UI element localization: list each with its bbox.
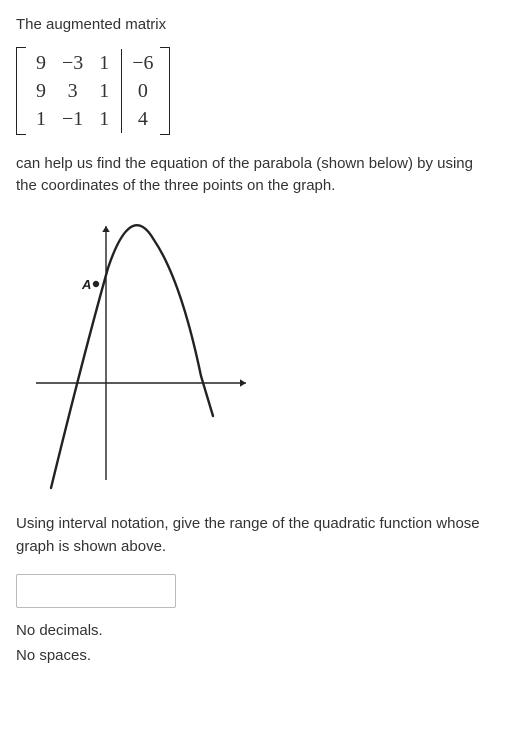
matrix-col-aug: −6 0 4 (121, 49, 159, 133)
matrix-cell: 0 (134, 77, 152, 105)
matrix-cell: 1 (95, 105, 113, 133)
matrix-cell: 1 (32, 105, 50, 133)
augmented-matrix: 9 9 1 −3 3 −1 1 1 1 −6 0 4 (16, 47, 170, 135)
answer-input[interactable] (16, 574, 176, 608)
matrix-cell: 3 (64, 77, 82, 105)
description-paragraph: can help us find the equation of the par… (16, 153, 497, 198)
graph-svg: A (16, 208, 256, 498)
graph-background (16, 208, 256, 498)
hint-no-decimals: No decimals. (16, 620, 497, 643)
matrix-right-bracket (160, 47, 170, 135)
point-a-label: A (81, 277, 91, 292)
matrix-cell: 1 (95, 77, 113, 105)
matrix-col-2: −3 3 −1 (56, 49, 89, 133)
matrix-cell: 1 (95, 49, 113, 77)
matrix-cell: −1 (62, 105, 83, 133)
matrix-cell: 9 (32, 49, 50, 77)
question-paragraph: Using interval notation, give the range … (16, 513, 497, 558)
matrix-cell: −3 (62, 49, 83, 77)
matrix-cell: −6 (132, 49, 153, 77)
intro-text: The augmented matrix (16, 14, 497, 37)
matrix-cell: 9 (32, 77, 50, 105)
point-a-marker (93, 280, 99, 286)
matrix-cell: 4 (134, 105, 152, 133)
parabola-graph: A (16, 208, 497, 506)
hint-no-spaces: No spaces. (16, 645, 497, 668)
matrix-left-bracket (16, 47, 26, 135)
matrix-col-1: 9 9 1 (26, 49, 56, 133)
matrix-col-3: 1 1 1 (89, 49, 119, 133)
matrix-body: 9 9 1 −3 3 −1 1 1 1 −6 0 4 (26, 47, 160, 135)
